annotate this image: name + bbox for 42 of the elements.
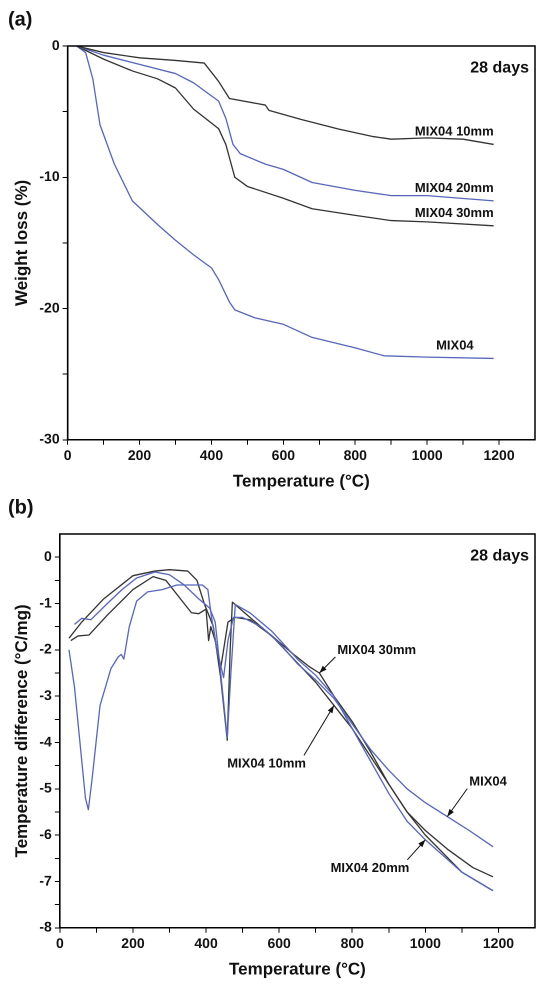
x-tick-label: 1200 xyxy=(483,447,515,464)
x-tick-label: 400 xyxy=(200,447,224,464)
x-tick-label: 200 xyxy=(121,935,145,952)
y-tick-label: 0 xyxy=(52,36,60,53)
y-tick-label: -4 xyxy=(39,733,52,750)
x-axis-title: Temperature (°C) xyxy=(229,959,366,978)
x-tick-label: 800 xyxy=(340,935,364,952)
y-tick-label: -7 xyxy=(39,872,52,888)
annotation: 28 days xyxy=(470,547,530,564)
x-tick-label: 0 xyxy=(64,447,72,464)
x-tick-label: 1000 xyxy=(410,935,442,952)
x-tick-label: 200 xyxy=(128,447,152,464)
y-tick-label: -3 xyxy=(39,687,52,704)
series-label: MIX04 30mm xyxy=(337,642,416,658)
x-tick-label: 400 xyxy=(194,935,218,952)
y-axis-title: Temperature difference (°C/mg) xyxy=(12,604,31,858)
y-tick-label: -30 xyxy=(39,430,60,447)
x-axis-title: Temperature (°C) xyxy=(232,471,370,490)
annotation: 28 days xyxy=(470,59,530,76)
y-tick-label: -20 xyxy=(39,299,60,316)
y-tick-label: 0 xyxy=(44,548,52,564)
chart-title: (b) xyxy=(8,496,34,519)
series-label: MIX04 10mm xyxy=(414,124,494,139)
x-tick-label: 600 xyxy=(272,447,296,464)
y-tick-label: -2 xyxy=(39,640,52,657)
y-tick-label: -5 xyxy=(39,780,52,796)
y-tick-label: -10 xyxy=(39,168,60,184)
x-tick-label: 1200 xyxy=(482,935,514,952)
series-label: MIX04 20mm xyxy=(414,180,494,195)
chart-title: (a) xyxy=(8,8,32,31)
series-label: MIX04 10mm xyxy=(227,755,306,770)
series-label: MIX04 xyxy=(436,337,474,352)
y-axis-title: Weight loss (%) xyxy=(12,180,31,306)
y-tick-label: -8 xyxy=(39,918,52,935)
y-tick-label: -6 xyxy=(39,826,52,842)
x-tick-label: 1000 xyxy=(412,447,443,464)
x-tick-label: 800 xyxy=(344,447,368,464)
series-label: MIX04 20mm xyxy=(330,860,410,875)
y-tick-label: -1 xyxy=(39,594,52,610)
x-tick-label: 600 xyxy=(267,935,292,952)
series-label: MIX04 30mm xyxy=(414,204,494,220)
text: MIX04 xyxy=(469,774,508,789)
